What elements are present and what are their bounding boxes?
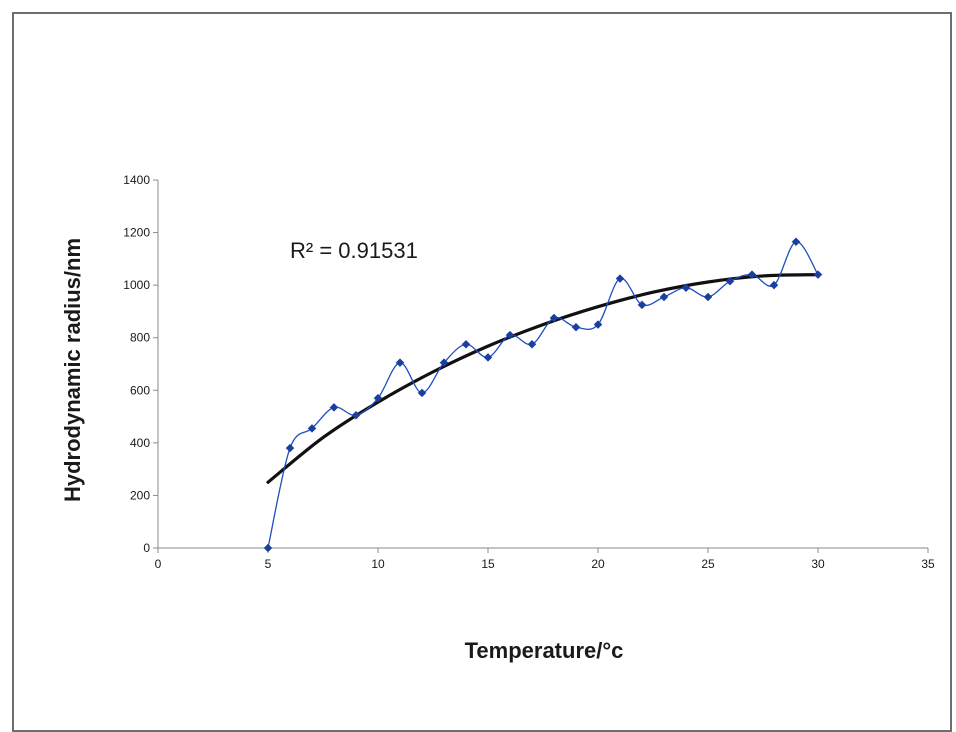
trendline-group: [266, 273, 820, 484]
data-point-marker: [285, 443, 295, 453]
y-tick-label: 400: [130, 436, 150, 450]
x-tick-label: 25: [701, 557, 715, 571]
data-point-marker: [637, 300, 647, 310]
y-tick-label: 1000: [123, 278, 150, 292]
y-tick-label: 200: [130, 488, 150, 502]
x-tick-label: 10: [371, 557, 385, 571]
x-tick-label: 35: [921, 557, 935, 571]
data-point-marker: [439, 358, 449, 368]
x-tick-label: 20: [591, 557, 605, 571]
data-point-marker: [593, 320, 603, 329]
data-point-marker: [373, 393, 383, 403]
data-point-marker: [703, 292, 713, 302]
data-point-marker: [549, 313, 559, 323]
data-point-marker: [791, 237, 801, 247]
y-tick-label: 1200: [123, 226, 150, 240]
data-point-marker: [351, 410, 361, 420]
data-point-marker: [307, 424, 317, 433]
data-point-marker: [505, 330, 515, 340]
data-point-marker: [681, 283, 691, 293]
x-tick-label: 5: [265, 557, 272, 571]
data-point-marker: [395, 358, 405, 368]
y-axis-title: Hydrodynamic radius/nm: [60, 238, 85, 502]
data-series-group: [263, 237, 823, 553]
r-squared-annotation: R² = 0.91531: [290, 238, 418, 263]
data-point-marker: [527, 339, 537, 349]
x-tick-label: 15: [481, 557, 495, 571]
data-point-marker: [483, 353, 493, 362]
chart-frame: 0 200 400 600 800 1000 1200 1400 0 5 10 15 20 25 30 35 …: [12, 12, 952, 732]
data-point-marker: [263, 543, 273, 553]
y-tick-label: 800: [130, 331, 150, 345]
data-point-marker: [725, 276, 735, 286]
data-point-marker: [461, 339, 471, 349]
data-point-marker: [747, 270, 757, 279]
data-point-marker: [571, 322, 581, 332]
y-tick-label: 0: [143, 541, 150, 555]
x-tick-label: 30: [811, 557, 825, 571]
x-axis-title: Temperature/°c: [465, 638, 624, 663]
y-tick-label: 1400: [123, 173, 150, 187]
data-point-marker: [659, 292, 669, 302]
data-point-marker: [329, 403, 339, 412]
data-point-marker: [769, 280, 779, 290]
data-point-marker: [813, 270, 823, 279]
series-line: [267, 241, 819, 549]
axes: [157, 180, 928, 549]
x-tick-label: 0: [155, 557, 162, 571]
data-point-marker: [417, 388, 427, 398]
y-tick-label: 600: [130, 383, 150, 397]
trendline: [266, 273, 820, 484]
tick-marks: 0 200 400 600 800 1000 1200 1400 0 5 10 15 20 25 30 35: [123, 173, 935, 571]
data-point-marker: [615, 274, 625, 283]
